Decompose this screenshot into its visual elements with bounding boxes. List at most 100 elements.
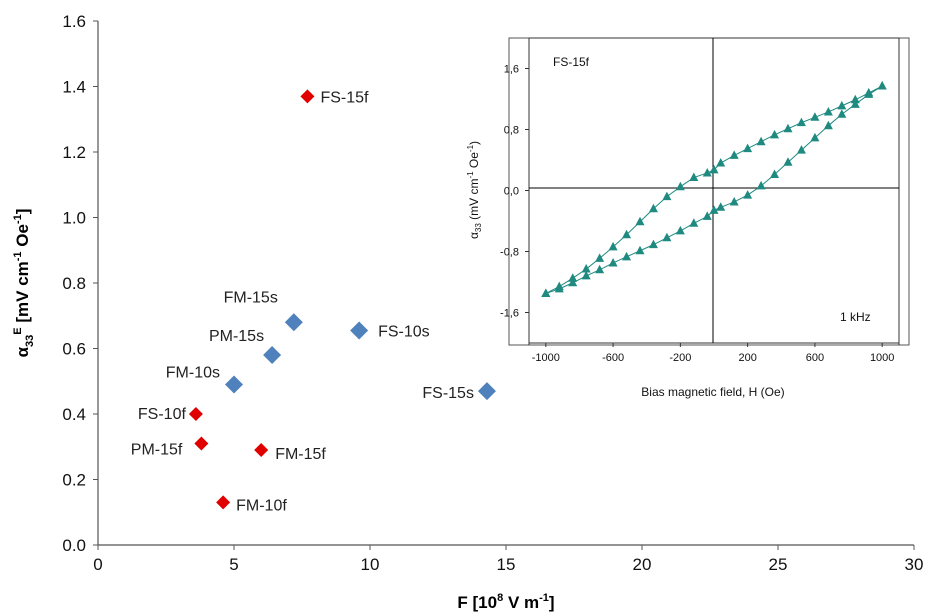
inset-data-marker (796, 117, 806, 127)
inset-data-marker (554, 283, 564, 293)
inset-x-tick-label: 1000 (870, 352, 894, 364)
inset-data-marker (716, 158, 726, 167)
inset-data-marker (729, 150, 739, 159)
x-tick-label: 30 (905, 555, 924, 574)
inset-y-tick-label: -0,8 (500, 247, 519, 259)
data-point-label: PM-15f (131, 441, 183, 458)
data-point-label: FM-15f (275, 446, 326, 463)
inset-x-tick-label: -600 (602, 352, 624, 364)
inset-data-marker (850, 99, 860, 108)
inset-data-marker (675, 225, 685, 235)
y-tick-label: 0.4 (62, 405, 86, 424)
data-point-label: PM-15s (209, 328, 264, 345)
inset-data-marker (877, 81, 887, 90)
x-tick-label: 25 (769, 555, 788, 574)
y-tick-label: 1.6 (62, 12, 86, 31)
inset-background (508, 37, 910, 346)
inset-data-marker (743, 143, 753, 153)
data-point-label: FS-15f (320, 89, 369, 106)
inset-x-tick-label: 600 (806, 352, 824, 364)
inset-data-marker (648, 203, 658, 213)
inset-data-marker (756, 180, 766, 190)
inset-chart: -1000 -600 -200 200 600 1000 -1,6 -0,8 0,0 0,8 1,6… (466, 37, 910, 399)
inset-data-marker (716, 202, 726, 211)
main-x-axis-title: F [108 V m-1] (457, 592, 554, 612)
y-tick-label: 1.4 (62, 78, 86, 97)
inset-data-marker (662, 191, 672, 201)
inset-data-marker (837, 109, 847, 118)
inset-data-marker (689, 218, 699, 227)
x-tick-label: 0 (93, 555, 102, 574)
inset-data-marker (810, 112, 820, 121)
inset-data-marker (702, 167, 712, 177)
inset-data-marker (541, 288, 551, 297)
data-point-marker (225, 375, 243, 394)
inset-data-marker (729, 196, 739, 206)
inset-data-marker (662, 232, 672, 242)
inset-data-marker (622, 229, 632, 239)
data-point-marker (188, 407, 203, 421)
inset-data-marker (743, 190, 753, 199)
data-point-marker (300, 89, 315, 104)
inset-data-marker (689, 172, 699, 182)
inset-data-marker (702, 211, 712, 220)
inset-y-tick-label: 0,0 (504, 186, 519, 198)
data-point-marker (216, 495, 231, 510)
inset-x-axis-title: Bias magnetic field, H (Oe) (641, 385, 784, 399)
y-tick-label: 0.6 (62, 340, 86, 359)
y-tick-label: 1.0 (62, 209, 86, 228)
inset-data-marker (823, 106, 833, 116)
inset-y-tick-label: -1,6 (500, 308, 519, 320)
y-tick-label: 0.0 (62, 536, 86, 555)
inset-data-marker (581, 264, 591, 273)
inset-data-marker (635, 216, 645, 226)
data-point-marker (284, 313, 303, 332)
x-tick-label: 20 (633, 555, 652, 574)
inset-data-marker (850, 94, 860, 104)
y-tick-label: 1.2 (62, 143, 86, 162)
inset-data-marker (595, 253, 605, 262)
inset-data-marker (595, 264, 605, 274)
data-point-marker (350, 321, 369, 340)
data-point-marker (263, 346, 282, 365)
main-ticks: 0 5 10 15 20 25 30 0.0 0.2 0.4 0.6 0.8 1.0 1.2 1.4 1.6 (62, 12, 923, 574)
inset-data-marker (608, 241, 618, 251)
inset-data-marker (756, 136, 766, 146)
inset-data-marker (823, 120, 833, 130)
inset-data-marker (648, 239, 658, 249)
data-point-label: FS-10f (138, 406, 187, 423)
y-tick-label: 0.2 (62, 471, 86, 490)
inset-ticks: -1000 -600 -200 200 600 1000 -1,6 -0,8 0,0 0,8 1,6 (500, 64, 894, 365)
inset-data-marker (770, 169, 780, 178)
inset-data-marker (837, 100, 847, 110)
main-points: FS-15f FS-10f PM-15f FM-15f FM-10f FM-15s FS-1… (131, 89, 496, 514)
inset-data-marker (783, 123, 793, 133)
inset-data-marker (864, 89, 874, 98)
inset-y-axis-title: α33 (mV cm-1 Oe-1) (466, 141, 483, 239)
inset-x-tick-label: -1000 (532, 352, 560, 364)
inset-data-marker (568, 277, 578, 287)
data-point-marker (254, 443, 269, 458)
inset-data-marker (622, 251, 632, 261)
data-point-label: FM-10s (166, 365, 220, 382)
x-tick-label: 15 (497, 555, 516, 574)
y-tick-label: 0.8 (62, 274, 86, 293)
inset-data-marker (810, 132, 820, 142)
main-y-axis-title: α33E [mV cm-1 Oe-1] (12, 209, 36, 358)
inset-x-tick-label: -200 (669, 352, 691, 364)
inset-series (541, 81, 887, 297)
inset-data-marker (635, 245, 645, 255)
main-chart: 0 5 10 15 20 25 300.00.20.40.60.81.01.21.41.6 … (12, 12, 923, 612)
inset-data-marker (709, 205, 719, 214)
inset-data-marker (783, 157, 793, 166)
inset-title: FS-15f (553, 55, 590, 69)
inset-data-marker (709, 164, 719, 174)
data-point-label: FS-10s (378, 323, 430, 340)
inset-annotation: 1 kHz (840, 310, 871, 324)
inset-data-marker (796, 145, 806, 154)
inset-data-marker (675, 181, 685, 191)
data-point-label: FS-15s (422, 385, 474, 402)
inset-data-marker (770, 129, 780, 139)
x-tick-label: 5 (229, 555, 238, 574)
